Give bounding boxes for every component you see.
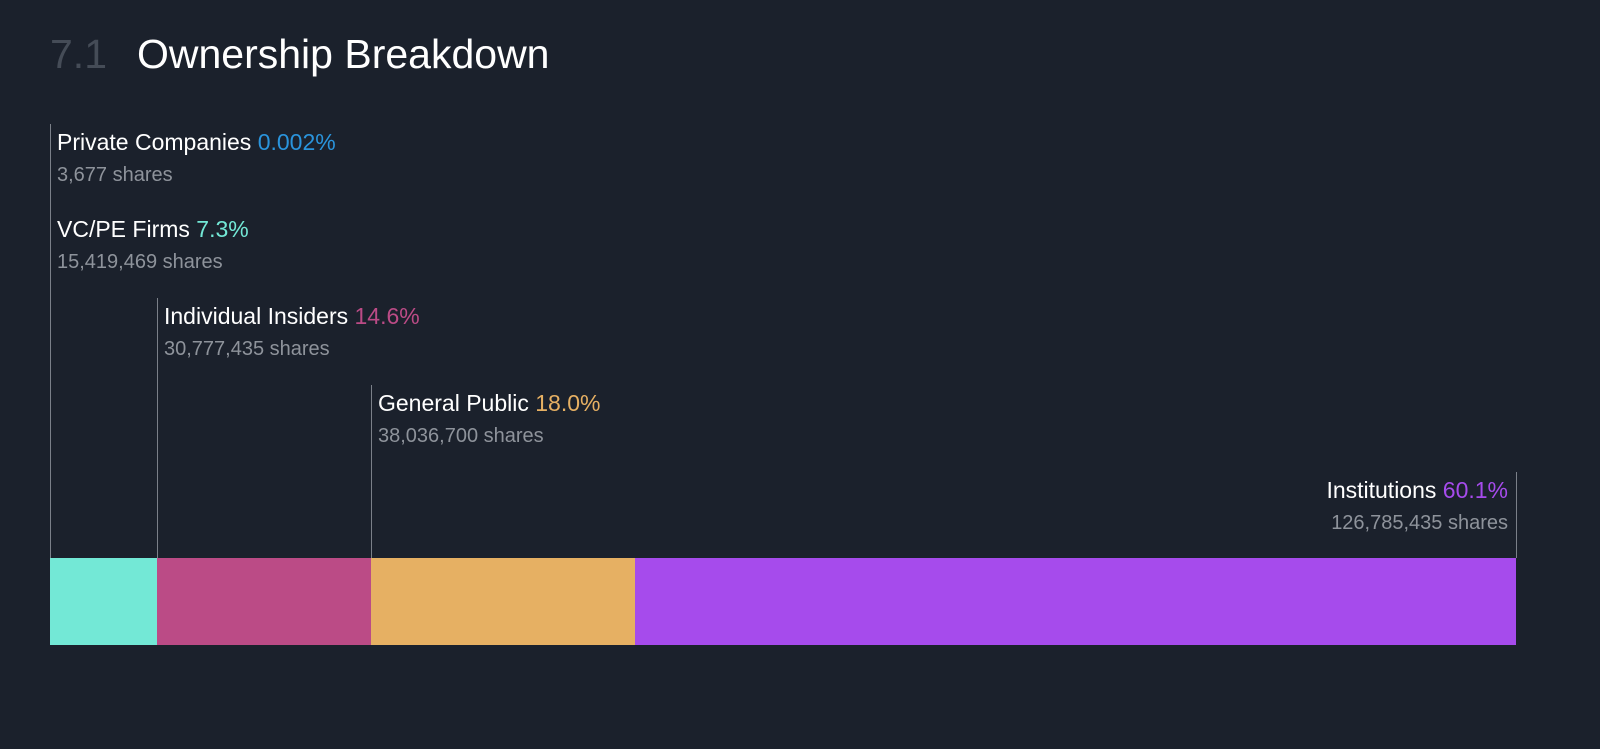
page-title: Ownership Breakdown (137, 31, 550, 77)
category-name: Private Companies (57, 129, 252, 155)
label-vc-pe-firms: VC/PE Firms 7.3% 15,419,469 shares (57, 214, 249, 275)
category-label-row: General Public 18.0% (378, 388, 600, 418)
category-label-row: Individual Insiders 14.6% (164, 301, 420, 331)
category-name: Individual Insiders (164, 303, 349, 329)
label-individual-insiders: Individual Insiders 14.6% 30,777,435 shar… (164, 301, 420, 362)
bar-segment-general-public[interactable] (371, 558, 635, 645)
percentage-label: 60.1% (1442, 477, 1508, 503)
category-name: VC/PE Firms (57, 216, 190, 242)
bar-segment-individual-insiders[interactable] (157, 558, 372, 645)
category-label-row: VC/PE Firms 7.3% (57, 214, 249, 244)
percentage-label: 7.3% (196, 216, 249, 242)
shares-label: 126,785,435 shares (1331, 512, 1508, 534)
bar-segment-vc-pe-firms[interactable] (50, 558, 158, 645)
category-name: Institutions (1326, 477, 1437, 503)
leader-line-individual-insiders (157, 298, 158, 558)
shares-label: 3,677 shares (57, 164, 173, 186)
shares-label: 30,777,435 shares (164, 338, 330, 360)
percentage-label: 14.6% (354, 303, 420, 329)
leader-line-vc-pe-firms (50, 211, 51, 558)
label-private-companies: Private Companies 0.002% 3,677 shares (57, 127, 336, 188)
percentage-label: 0.002% (257, 129, 336, 155)
bar-segment-institutions[interactable] (634, 558, 1516, 645)
percentage-label: 18.0% (535, 390, 601, 416)
leader-line-general-public (371, 385, 372, 558)
label-general-public: General Public 18.0% 38,036,700 shares (378, 388, 600, 449)
category-name: General Public (378, 390, 529, 416)
shares-label: 38,036,700 shares (378, 425, 544, 447)
label-institutions: Institutions 60.1% 126,785,435 shares (1326, 475, 1508, 536)
category-label-row: Private Companies 0.002% (57, 127, 336, 157)
category-label-row: Institutions 60.1% (1326, 475, 1508, 505)
shares-label: 15,419,469 shares (57, 251, 223, 273)
section-number: 7.1 (50, 31, 107, 77)
leader-line-institutions (1516, 472, 1517, 558)
section-heading: 7.1 Ownership Breakdown (50, 30, 549, 78)
